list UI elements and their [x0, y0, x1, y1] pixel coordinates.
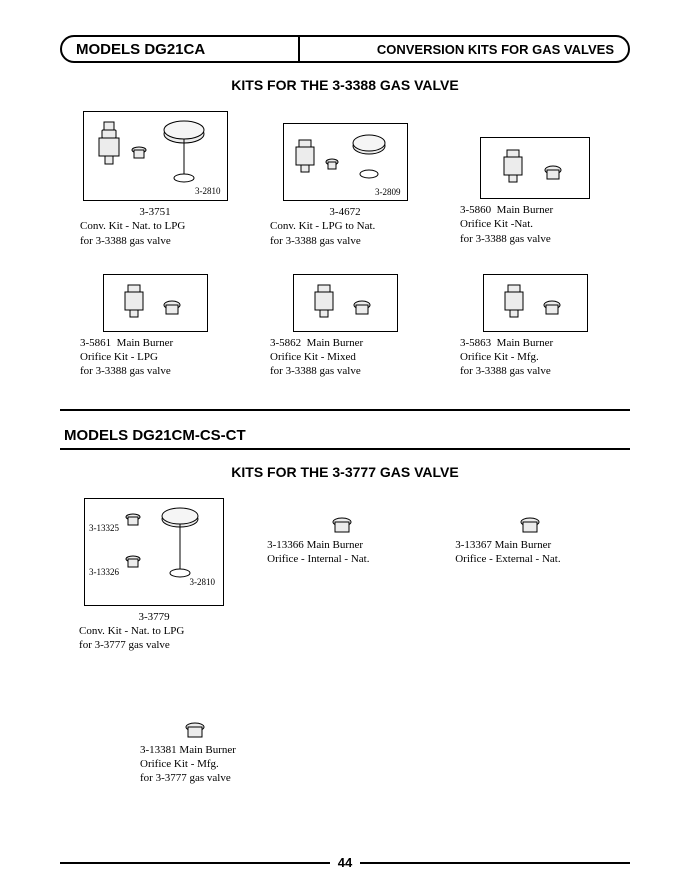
section1-title: KITS FOR THE 3-3388 GAS VALVE [60, 77, 630, 93]
kit-3-5862: 3-5862 Main Burner Orifice Kit - Mixed f… [257, 274, 434, 379]
kit-diagram: 3-13325 3-13326 3-2810 [84, 498, 224, 606]
kit-caption: 3-13381 Main Burner Orifice Kit - Mfg. f… [140, 743, 290, 786]
header-title: CONVERSION KITS FOR GAS VALVES [300, 37, 628, 61]
parts-icon [481, 138, 591, 200]
kit-caption: 3-13366 Main Burner Orifice - Internal -… [267, 538, 417, 567]
kit-diagram [293, 274, 398, 332]
kit-3-13367: 3-13367 Main Burner Orifice - External -… [436, 498, 624, 653]
section1-row1: 3-2810 3-3751 Conv. Kit - Nat. to LPG fo… [60, 111, 630, 248]
section-divider [60, 409, 630, 411]
kit-3-5860: 3-5860 Main Burner Orifice Kit -Nat. for… [447, 111, 624, 248]
header-bar: MODELS DG21CA CONVERSION KITS FOR GAS VA… [60, 35, 630, 63]
kit-diagram [483, 274, 588, 332]
internal-part-label: 3-2810 [190, 577, 216, 587]
kit-diagram [480, 137, 590, 199]
kit-3-5861: 3-5861 Main Burner Orifice Kit - LPG for… [67, 274, 244, 379]
plug-icon [327, 514, 357, 538]
internal-part-label: 3-2809 [375, 187, 401, 197]
section2-title: KITS FOR THE 3-3777 GAS VALVE [60, 464, 630, 480]
internal-part-label: 3-13326 [89, 567, 119, 577]
parts-icon [85, 499, 225, 607]
internal-part-label: 3-13325 [89, 523, 119, 533]
plug-icon [180, 719, 210, 743]
parts-icon [294, 275, 399, 333]
kit-diagram [103, 274, 208, 332]
kit-caption: 3-13367 Main Burner Orifice - External -… [455, 538, 605, 567]
section2-underline [60, 448, 630, 450]
section2-models: MODELS DG21CM-CS-CT [64, 427, 630, 444]
kit-3-5863: 3-5863 Main Burner Orifice Kit - Mfg. fo… [447, 274, 624, 379]
kit-diagram: 3-2810 [83, 111, 228, 201]
kit-diagram: 3-2809 [283, 123, 408, 201]
kit-3-13366: 3-13366 Main Burner Orifice - Internal -… [248, 498, 436, 653]
kit-caption: 3-5863 Main Burner Orifice Kit - Mfg. fo… [460, 336, 610, 379]
page-number-bar: 44 [60, 855, 630, 870]
section1-row2: 3-5861 Main Burner Orifice Kit - LPG for… [60, 274, 630, 379]
kit-caption: 3-3779 Conv. Kit - Nat. to LPG for 3-377… [79, 610, 229, 653]
plug-icon [515, 514, 545, 538]
kit-caption: 3-4672 Conv. Kit - LPG to Nat. for 3-338… [270, 205, 420, 248]
internal-part-label: 3-2810 [195, 186, 221, 196]
kit-3-4672: 3-2809 3-4672 Conv. Kit - LPG to Nat. fo… [257, 111, 434, 248]
kit-caption: 3-5860 Main Burner Orifice Kit -Nat. for… [460, 203, 610, 246]
page-number: 44 [330, 855, 360, 870]
kit-3-3779: 3-13325 3-13326 3-2810 3-3779 Conv. Kit … [60, 498, 248, 653]
kit-3-13381: 3-13381 Main Burner Orifice Kit - Mfg. f… [140, 703, 340, 786]
kit-caption: 3-3751 Conv. Kit - Nat. to LPG for 3-338… [80, 205, 230, 248]
kit-caption: 3-5862 Main Burner Orifice Kit - Mixed f… [270, 336, 420, 379]
section2-row1: 3-13325 3-13326 3-2810 3-3779 Conv. Kit … [60, 498, 630, 653]
header-models: MODELS DG21CA [62, 37, 300, 61]
parts-icon [484, 275, 589, 333]
kit-caption: 3-5861 Main Burner Orifice Kit - LPG for… [80, 336, 230, 379]
parts-icon [104, 275, 209, 333]
kit-3-3751: 3-2810 3-3751 Conv. Kit - Nat. to LPG fo… [67, 111, 244, 248]
